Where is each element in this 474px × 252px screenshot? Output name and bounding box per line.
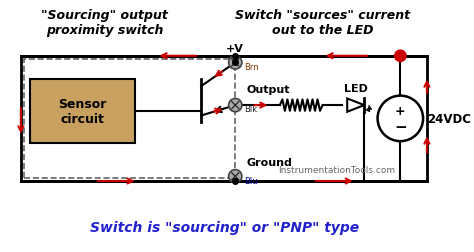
Circle shape [395, 51, 406, 62]
Text: Brn: Brn [244, 62, 258, 71]
Text: Ground: Ground [246, 157, 292, 167]
Text: "Sourcing" output
proximity switch: "Sourcing" output proximity switch [41, 9, 168, 37]
Text: LED: LED [344, 83, 368, 93]
Text: Output: Output [246, 84, 290, 94]
Circle shape [228, 170, 242, 183]
Text: +: + [395, 105, 406, 118]
Bar [30, 79, 135, 143]
Text: Blk: Blk [244, 105, 257, 114]
Text: Switch is "sourcing" or "PNP" type: Switch is "sourcing" or "PNP" type [90, 220, 359, 234]
Text: InstrumentationTools.com: InstrumentationTools.com [278, 166, 395, 174]
Text: +V: +V [226, 44, 244, 54]
Text: 24VDC: 24VDC [427, 112, 471, 125]
Polygon shape [347, 99, 365, 112]
Bar [24, 59, 235, 178]
Bar [21, 56, 427, 181]
Text: −: − [394, 120, 407, 135]
Text: Sensor
circuit: Sensor circuit [58, 98, 107, 125]
Text: Switch "sources" current
out to the LED: Switch "sources" current out to the LED [235, 9, 410, 37]
Text: Blu: Blu [244, 176, 257, 185]
Circle shape [228, 56, 242, 70]
Circle shape [228, 99, 242, 112]
Circle shape [378, 96, 423, 142]
